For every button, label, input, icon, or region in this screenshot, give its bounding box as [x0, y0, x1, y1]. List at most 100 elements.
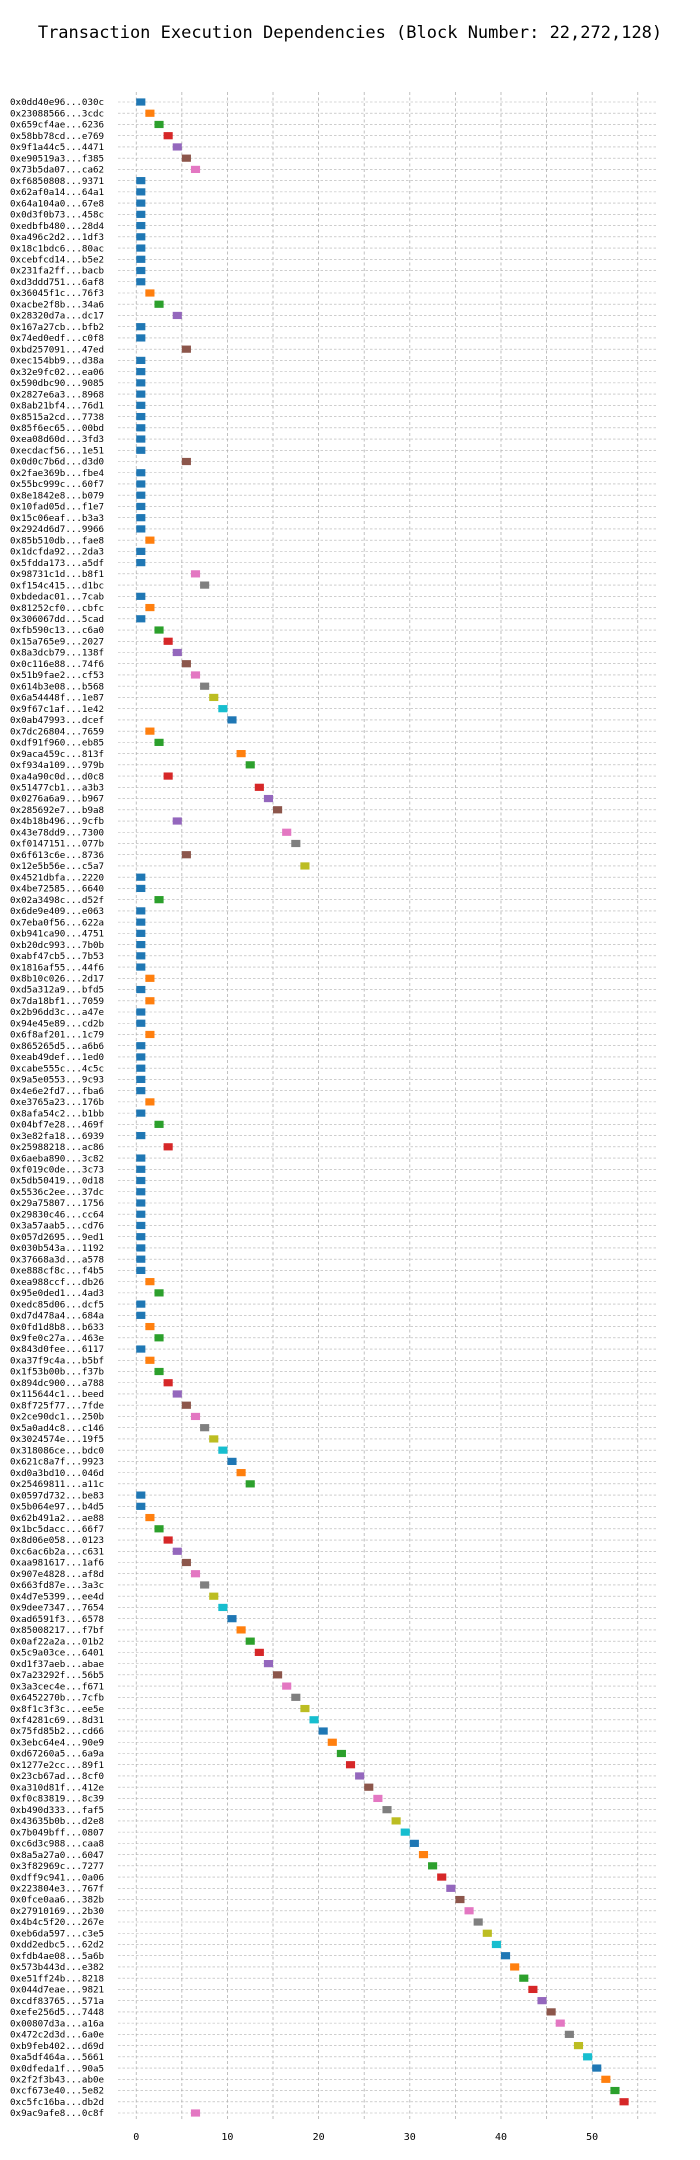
transaction-bar — [136, 1221, 146, 1230]
transaction-bar — [236, 1626, 246, 1634]
y-tick-label: 0xa310d81f...412e — [10, 1782, 104, 1793]
transaction-bar — [136, 1502, 146, 1510]
transaction-bar — [592, 2064, 602, 2072]
transaction-bar — [455, 1895, 465, 1904]
transaction-bar — [163, 1536, 173, 1544]
transaction-bar — [136, 940, 146, 949]
y-tick-label: 0x7da18bf1...7059 — [10, 996, 104, 1007]
y-tick-label: 0x25469811...a11c — [10, 1479, 104, 1490]
transaction-bar — [181, 851, 191, 859]
transaction-bar — [136, 1300, 146, 1308]
y-tick-label: 0x231fa2ff...bacb — [10, 266, 104, 277]
transaction-bar — [136, 1053, 146, 1061]
y-tick-label: 0x0d0c7b6d...d3d0 — [10, 457, 104, 468]
y-tick-label: 0x8a5a27a0...6047 — [10, 1850, 104, 1861]
y-tick-label: 0x3e82fa18...6939 — [10, 1131, 104, 1142]
y-tick-label: 0xc6ac6b2a...c631 — [10, 1546, 104, 1557]
y-tick-label: 0xa4a90c0d...d0c8 — [10, 771, 104, 782]
y-tick-label: 0x37668a3d...a578 — [10, 1254, 104, 1265]
y-tick-label: 0xfdb4ae08...5a6b — [10, 1951, 104, 1962]
y-tick-label: 0xb490d333...faf5 — [10, 1805, 104, 1816]
transaction-bar — [154, 1367, 164, 1376]
transaction-bar — [136, 1199, 146, 1207]
y-tick-label: 0x25988218...ac86 — [10, 1142, 104, 1153]
y-tick-label: 0x057d2695...9ed1 — [10, 1232, 104, 1243]
y-tick-label: 0x7eba0f56...622a — [10, 917, 104, 928]
transaction-bar — [190, 1570, 201, 1578]
transaction-bar — [172, 1390, 182, 1398]
transaction-bar — [136, 1266, 146, 1275]
y-tick-label: 0x8f1c3f3c...ee5e — [10, 1704, 104, 1715]
y-tick-label: 0x1f53b00b...f37b — [10, 1367, 104, 1378]
y-tick-label: 0xf0147151...077b — [10, 839, 104, 850]
transaction-bar — [136, 379, 146, 387]
y-tick-label: 0x3a57aab5...cd76 — [10, 1221, 104, 1232]
transaction-bar — [601, 2075, 611, 2083]
y-tick-label: 0x8515a2cd...7738 — [10, 412, 104, 423]
transaction-bar — [145, 289, 155, 297]
transaction-bar — [345, 1761, 356, 1769]
y-tick-label: 0x18c1bdc6...80ac — [10, 243, 104, 254]
transaction-bar — [145, 727, 155, 735]
y-tick-label: 0x843d0fee...6117 — [10, 1344, 104, 1355]
transaction-bar — [619, 2098, 629, 2106]
transaction-bar — [136, 615, 146, 623]
transaction-bar — [291, 839, 301, 848]
transaction-bar — [136, 188, 146, 196]
y-tick-label: 0x0276a6a9...b967 — [10, 794, 104, 805]
transaction-bar — [181, 345, 191, 353]
transaction-bar — [145, 997, 155, 1005]
transaction-bar — [154, 1120, 164, 1128]
y-tick-label: 0xe51ff24b...8218 — [10, 1973, 104, 1984]
y-tick-label: 0x4b18b496...9cfb — [10, 816, 104, 827]
transaction-bar — [181, 660, 191, 668]
y-tick-label: 0x81252cf0...cbfc — [10, 603, 104, 614]
transaction-bar — [154, 120, 164, 129]
y-tick-label: 0x73b5da07...ca62 — [10, 165, 104, 176]
transaction-bar — [136, 1233, 146, 1241]
transaction-bar — [473, 1918, 483, 1926]
y-tick-label: 0x1277e2cc...89f1 — [10, 1760, 104, 1771]
transaction-bar — [136, 952, 146, 960]
y-tick-label: 0xdff9c941...0a06 — [10, 1872, 104, 1883]
transaction-bar — [145, 1513, 155, 1522]
y-tick-label: 0x29830c46...cc64 — [10, 1209, 105, 1220]
grid-layer — [118, 92, 656, 2119]
transaction-bar — [309, 1716, 319, 1724]
transaction-bar — [200, 581, 210, 589]
y-tick-label: 0x8d06e058...0123 — [10, 1535, 104, 1546]
transaction-bar — [172, 648, 182, 657]
y-tick-label: 0xeab49def...1ed0 — [10, 1052, 104, 1063]
y-tick-label: 0x9fe0c27a...463e — [10, 1333, 104, 1344]
y-tick-label: 0xbd257091...47ed — [10, 344, 104, 355]
y-tick-label: 0x2fae369b...fbe4 — [10, 468, 105, 479]
transaction-bar — [209, 1435, 219, 1443]
y-tick-label: 0x85b510db...fae8 — [10, 535, 104, 546]
transaction-bar — [136, 356, 146, 364]
y-tick-label: 0xe3765a23...176b — [10, 1097, 104, 1108]
transaction-bar — [181, 1558, 191, 1567]
transaction-bar — [409, 1839, 419, 1847]
transaction-bar — [145, 1322, 155, 1331]
y-tick-label: 0x43635b0b...d2e8 — [10, 1816, 104, 1827]
transaction-bar — [218, 705, 228, 713]
y-tick-label: 0x8a3dcb79...138f — [10, 648, 104, 659]
transaction-bar — [190, 2109, 201, 2117]
transaction-bar — [145, 1098, 155, 1106]
y-tick-label: 0xd5a312a9...bfd5 — [10, 985, 104, 996]
transaction-bar — [482, 1929, 492, 1937]
transaction-bar — [355, 1772, 365, 1780]
y-tick-label: 0x7a23292f...56b5 — [10, 1670, 104, 1681]
chart-title: Transaction Execution Dependencies (Bloc… — [38, 23, 662, 43]
transaction-bar — [218, 1603, 228, 1612]
y-tick-label: 0x2924d6d7...9966 — [10, 524, 104, 535]
y-tick-label: 0x15c06eaf...b3a3 — [10, 513, 104, 524]
y-tick-label: 0x4b4c5f20...267e — [10, 1917, 104, 1928]
y-tick-label: 0xefe256d5...7448 — [10, 2007, 104, 2018]
y-tick-label: 0xb941ca90...4751 — [10, 929, 104, 940]
transaction-bar — [145, 1356, 155, 1364]
y-tick-label: 0x115644c1...beed — [10, 1389, 104, 1400]
y-tick-label: 0x5db50419...0d18 — [10, 1176, 104, 1187]
y-tick-label: 0x907e4828...af8d — [10, 1569, 104, 1580]
y-tick-label: 0x8ab21bf4...76d1 — [10, 401, 104, 412]
